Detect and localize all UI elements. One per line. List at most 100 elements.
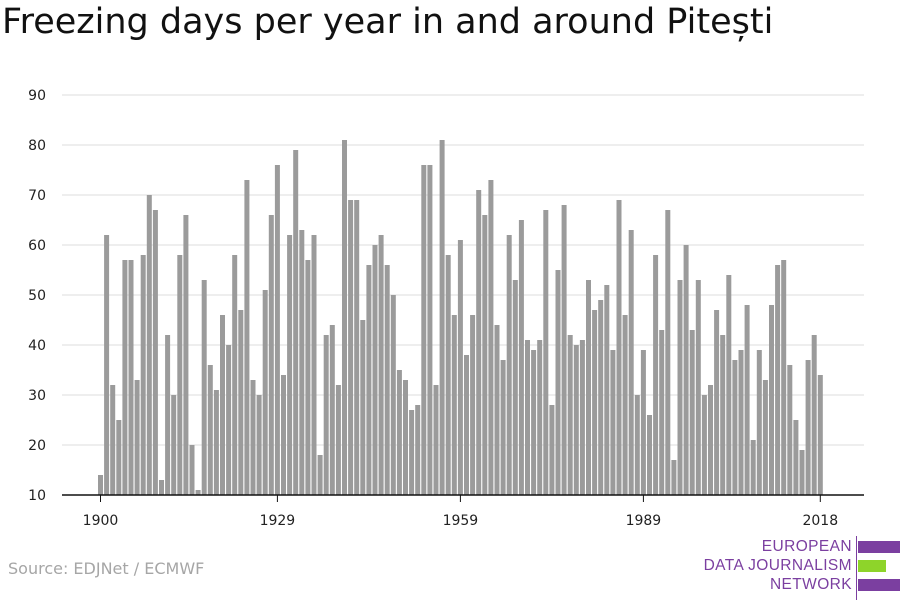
bar — [159, 480, 164, 495]
bar — [171, 395, 177, 495]
bar — [390, 295, 396, 495]
bar — [415, 405, 421, 495]
y-tick-label: 10 — [28, 488, 46, 504]
bar — [616, 200, 622, 495]
x-tick-label: 1989 — [626, 513, 662, 529]
bar — [567, 335, 573, 495]
bar — [323, 335, 329, 495]
bar — [714, 310, 720, 495]
x-tick-label: 1959 — [443, 513, 479, 529]
bar — [226, 345, 232, 495]
bar — [732, 360, 738, 495]
bar — [470, 315, 476, 495]
bar — [238, 310, 244, 495]
bar — [128, 260, 134, 495]
bar — [537, 340, 543, 495]
bar — [488, 180, 494, 495]
bar — [738, 350, 744, 495]
y-tick-label: 30 — [28, 388, 46, 404]
bar — [134, 380, 140, 495]
bar — [549, 405, 555, 495]
bar — [457, 240, 463, 495]
bar — [213, 390, 219, 495]
bar — [793, 420, 799, 495]
bar — [396, 370, 402, 495]
bar — [98, 475, 103, 495]
bar — [317, 455, 323, 495]
logo-line-1: EUROPEAN — [761, 538, 852, 555]
edjnet-logo: EUROPEAN DATA JOURNALISM NETWORK — [700, 536, 900, 600]
bar — [244, 180, 250, 495]
bar — [305, 260, 311, 495]
y-tick-label: 90 — [28, 88, 46, 104]
bar — [750, 440, 756, 495]
bar — [701, 395, 707, 495]
bar — [787, 365, 793, 495]
bar — [476, 190, 482, 495]
bar — [152, 210, 158, 495]
bar — [506, 235, 512, 495]
bar — [262, 290, 268, 495]
bar — [817, 375, 823, 495]
bar — [256, 395, 262, 495]
bar — [311, 235, 317, 495]
bar — [573, 345, 579, 495]
bar — [805, 360, 811, 495]
bar — [110, 385, 116, 495]
bar — [494, 325, 500, 495]
bar — [366, 265, 372, 495]
bar — [512, 280, 518, 495]
bar — [518, 220, 524, 495]
bar — [427, 165, 433, 495]
bar — [268, 215, 274, 495]
logo-line-3: NETWORK — [769, 576, 852, 593]
bar — [525, 340, 530, 495]
bar — [360, 320, 366, 495]
x-tick-label: 1900 — [83, 513, 119, 529]
logo-rule — [856, 536, 857, 600]
y-tick-label: 20 — [28, 438, 46, 454]
bar — [622, 315, 628, 495]
bar — [445, 255, 451, 495]
bar — [384, 265, 390, 495]
bar — [433, 385, 439, 495]
bar — [335, 385, 341, 495]
bar — [726, 275, 732, 495]
bar — [378, 235, 384, 495]
bar — [653, 255, 659, 495]
bar — [543, 210, 549, 495]
bar — [659, 330, 665, 495]
bar — [799, 450, 805, 495]
bar — [451, 315, 457, 495]
bar — [769, 305, 774, 495]
bar — [604, 285, 610, 495]
bar — [647, 415, 652, 495]
bar — [811, 335, 817, 495]
bar — [708, 385, 713, 495]
bar — [342, 140, 347, 495]
bar — [250, 380, 256, 495]
bar — [183, 215, 189, 495]
chart-title: Freezing days per year in and around Pit… — [2, 2, 774, 42]
logo-line-2: DATA JOURNALISM — [703, 557, 852, 574]
bar — [683, 245, 689, 495]
bar — [116, 420, 122, 495]
bar — [287, 235, 293, 495]
bar — [165, 335, 171, 495]
bar — [293, 150, 299, 495]
bar — [640, 350, 646, 495]
source-note: Source: EDJNet / ECMWF — [8, 559, 205, 578]
bar — [586, 280, 591, 495]
bar — [274, 165, 280, 495]
bar — [421, 165, 427, 495]
bar — [695, 280, 701, 495]
bar — [781, 260, 787, 495]
bar — [348, 200, 354, 495]
bar — [598, 300, 604, 495]
bar — [689, 330, 695, 495]
bar — [464, 355, 469, 495]
bar — [671, 460, 677, 495]
bar — [555, 270, 561, 495]
bar — [677, 280, 683, 495]
